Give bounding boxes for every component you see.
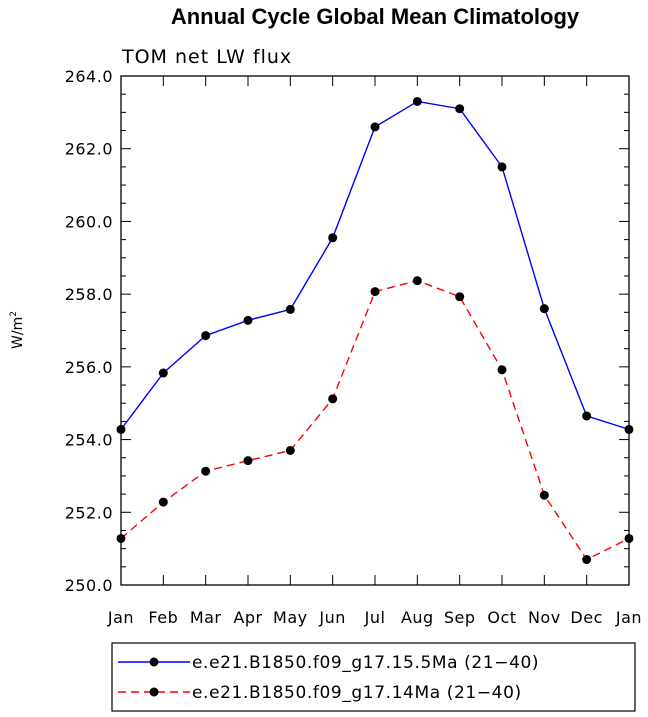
x-tick-label: Jul <box>364 608 386 627</box>
chart-title: Annual Cycle Global Mean Climatology <box>171 4 580 29</box>
legend-marker-2 <box>149 687 159 697</box>
series-layer <box>116 96 634 565</box>
y-tick-label: 258.0 <box>65 285 113 304</box>
y-tick-label: 256.0 <box>65 358 113 377</box>
y-axis-label: W/m2 <box>9 311 26 349</box>
x-tick-label: Dec <box>570 608 602 627</box>
x-tick-label: Jan <box>107 608 134 627</box>
y-tick-label: 264.0 <box>65 67 113 86</box>
legend: e.e21.B1850.f09_g17.15.5Ma (21−40) e.e21.… <box>111 642 636 712</box>
x-tick-label: Aug <box>401 608 434 627</box>
x-tick-label: May <box>273 608 308 627</box>
x-tick-label: Sep <box>444 608 476 627</box>
data-point <box>370 122 380 132</box>
data-point <box>539 304 549 314</box>
data-point <box>624 533 634 543</box>
data-point <box>455 292 465 302</box>
y-axis-label-superscript: 2 <box>9 311 19 317</box>
x-tick-label: Apr <box>233 608 262 627</box>
data-point <box>285 304 295 314</box>
data-point <box>328 394 338 404</box>
data-point <box>370 287 380 297</box>
series-line-1 <box>120 100 630 431</box>
y-tick-label: 252.0 <box>65 503 113 522</box>
data-point <box>243 456 253 466</box>
y-tick-label: 254.0 <box>65 431 113 450</box>
data-point <box>412 96 422 106</box>
data-point <box>116 533 126 543</box>
data-point <box>497 365 507 375</box>
y-tick-label: 250.0 <box>65 576 113 595</box>
series-line-2 <box>120 279 630 561</box>
x-axis: Jan Feb Mar Apr May Jun Jul Aug Sep Oct Nov Dec Jan <box>107 76 642 627</box>
x-tick-label: Jan <box>615 608 642 627</box>
legend-marker-1 <box>149 657 159 667</box>
x-tick-label: Jun <box>318 608 346 627</box>
y-axis-label-unit: W/m <box>10 317 26 349</box>
data-point <box>539 490 549 500</box>
data-point <box>243 315 253 325</box>
data-point <box>285 445 295 455</box>
y-tick-label: 262.0 <box>65 140 113 159</box>
legend-box <box>111 642 636 712</box>
x-tick-label: Nov <box>528 608 561 627</box>
data-point <box>201 331 211 341</box>
x-tick-label: Oct <box>487 608 516 627</box>
y-tick-label: 260.0 <box>65 212 113 231</box>
data-point <box>582 411 592 421</box>
data-point <box>328 233 338 243</box>
data-point <box>412 276 422 286</box>
data-point <box>201 466 211 476</box>
data-point <box>624 424 634 434</box>
legend-label-1: e.e21.B1850.f09_g17.15.5Ma (21−40) <box>192 653 539 673</box>
y-axis: 250.0 252.0 254.0 256.0 258.0 260.0 262.0 264.0 <box>65 67 629 595</box>
data-point <box>455 104 465 114</box>
legend-label-2: e.e21.B1850.f09_g17.14Ma (21−40) <box>192 683 522 703</box>
data-point <box>158 497 168 507</box>
x-tick-label: Mar <box>190 608 222 627</box>
chart-subtitle: TOM net LW flux <box>121 46 292 68</box>
data-point <box>158 368 168 378</box>
x-tick-label: Feb <box>148 608 178 627</box>
data-point <box>497 162 507 172</box>
data-point <box>116 424 126 434</box>
data-point <box>582 555 592 565</box>
